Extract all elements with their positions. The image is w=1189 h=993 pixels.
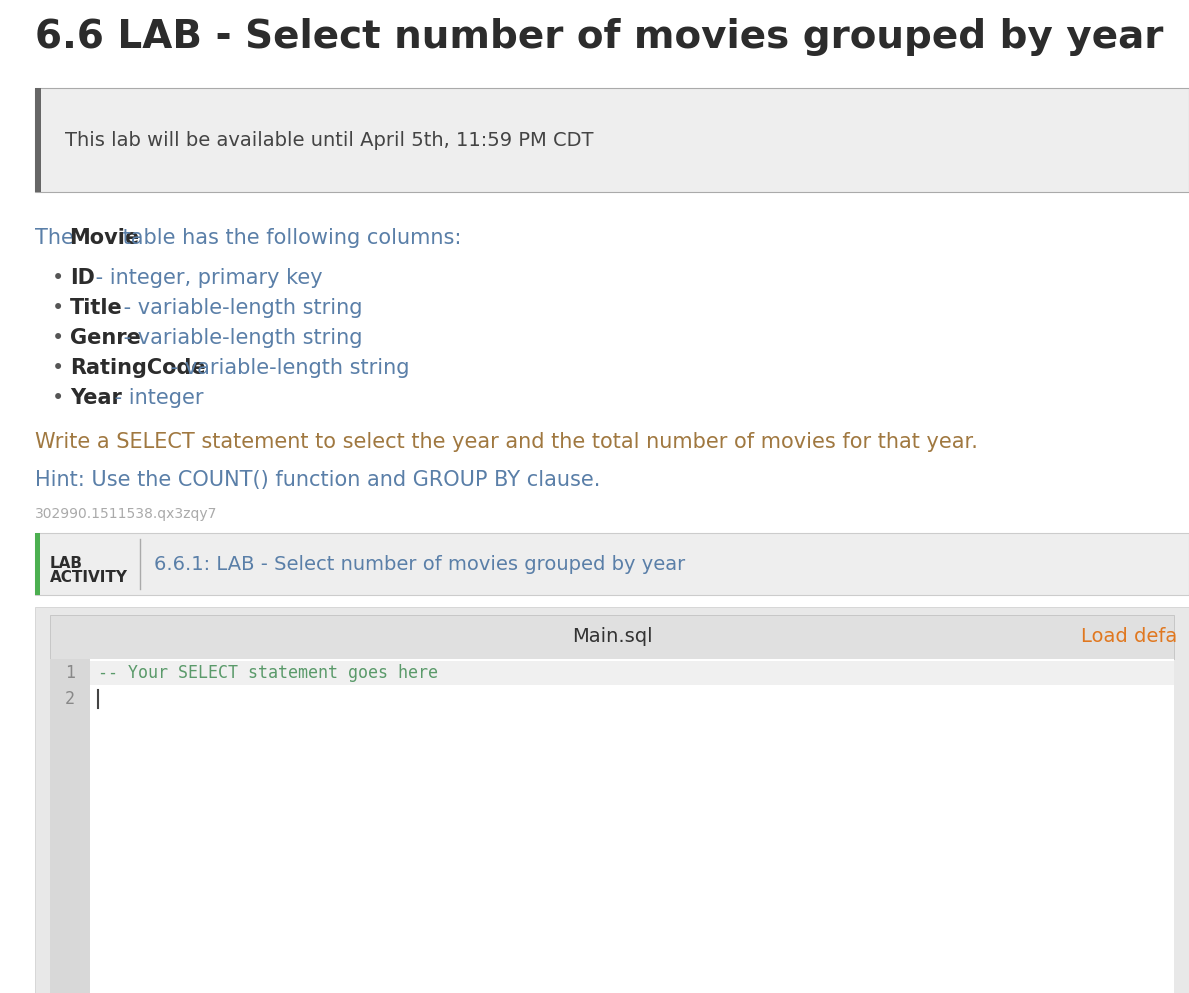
Text: Title: Title bbox=[70, 298, 122, 318]
Text: - integer, primary key: - integer, primary key bbox=[89, 268, 322, 288]
Text: 2: 2 bbox=[65, 690, 75, 708]
Text: •: • bbox=[52, 358, 64, 378]
Text: •: • bbox=[52, 388, 64, 408]
Text: 302990.1511538.qx3zqy7: 302990.1511538.qx3zqy7 bbox=[34, 507, 218, 521]
Text: This lab will be available until April 5th, 11:59 PM CDT: This lab will be available until April 5… bbox=[65, 130, 593, 150]
Text: Write a SELECT statement to select the year and the total number of movies for t: Write a SELECT statement to select the y… bbox=[34, 432, 977, 452]
Text: Load defa: Load defa bbox=[1081, 628, 1177, 646]
Text: Genre: Genre bbox=[70, 328, 140, 348]
Bar bbox=[50, 659, 1174, 993]
Text: 6.6.1: LAB - Select number of movies grouped by year: 6.6.1: LAB - Select number of movies gro… bbox=[155, 554, 685, 574]
Text: ID: ID bbox=[70, 268, 95, 288]
Text: - integer: - integer bbox=[108, 388, 203, 408]
Text: - variable-length string: - variable-length string bbox=[118, 298, 363, 318]
Text: - variable-length string: - variable-length string bbox=[164, 358, 410, 378]
Text: - variable-length string: - variable-length string bbox=[118, 328, 363, 348]
Text: 1: 1 bbox=[65, 664, 75, 682]
Text: Main.sql: Main.sql bbox=[572, 628, 653, 646]
Text: The: The bbox=[34, 228, 81, 248]
Text: ACTIVITY: ACTIVITY bbox=[50, 571, 128, 586]
Bar bbox=[34, 88, 40, 192]
Text: 6.6 LAB - Select number of movies grouped by year: 6.6 LAB - Select number of movies groupe… bbox=[34, 18, 1163, 56]
Text: LAB: LAB bbox=[50, 556, 83, 572]
Text: RatingCode: RatingCode bbox=[70, 358, 206, 378]
Bar bbox=[34, 533, 40, 595]
Text: •: • bbox=[52, 268, 64, 288]
Text: Hint: Use the COUNT() function and GROUP BY clause.: Hint: Use the COUNT() function and GROUP… bbox=[34, 470, 600, 490]
Text: •: • bbox=[52, 328, 64, 348]
Text: •: • bbox=[52, 298, 64, 318]
Bar bbox=[90, 661, 1174, 685]
Text: -- Your SELECT statement goes here: -- Your SELECT statement goes here bbox=[97, 664, 438, 682]
Text: table has the following columns:: table has the following columns: bbox=[117, 228, 461, 248]
Bar bbox=[34, 607, 1189, 993]
Bar bbox=[50, 659, 90, 993]
Bar bbox=[50, 615, 1174, 659]
Text: Year: Year bbox=[70, 388, 122, 408]
Bar bbox=[34, 533, 1189, 595]
Text: Movie: Movie bbox=[69, 228, 139, 248]
Bar bbox=[34, 88, 1189, 192]
